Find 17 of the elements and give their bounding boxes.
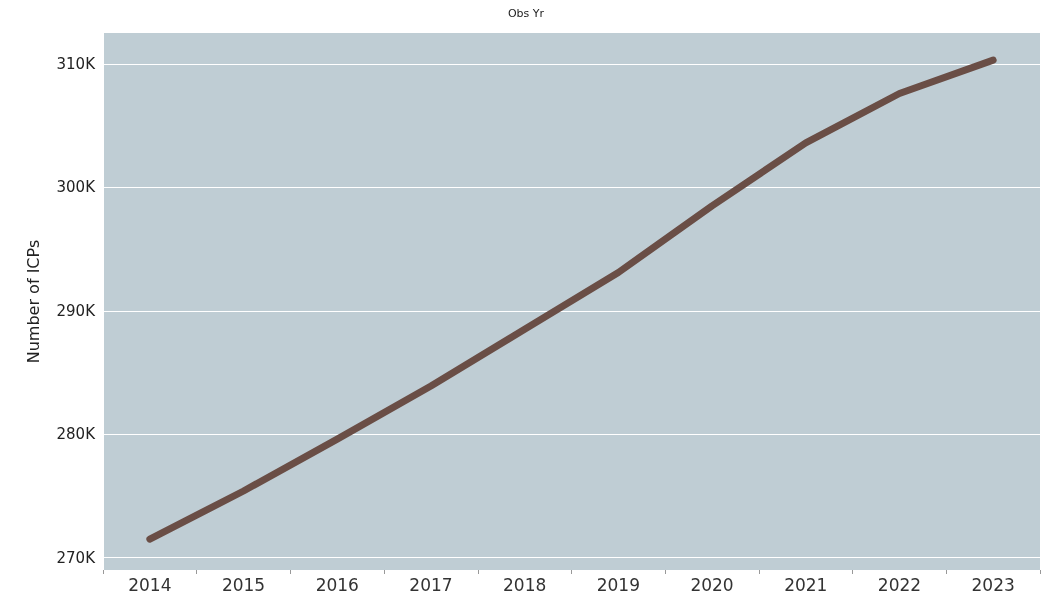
x-tick-label: 2017 bbox=[409, 574, 453, 595]
x-tick-label: 2022 bbox=[877, 574, 922, 595]
x-tick-label: 2016 bbox=[315, 574, 359, 595]
x-tick-label: 2018 bbox=[503, 574, 547, 595]
y-tick-label: 290K bbox=[56, 301, 97, 320]
x-tick-label: 2015 bbox=[221, 574, 266, 595]
y-tick-label: 300K bbox=[56, 178, 97, 197]
x-tick-label: 2023 bbox=[971, 574, 1015, 595]
x-tick-label: 2014 bbox=[128, 574, 172, 595]
x-tick-label: 2021 bbox=[784, 574, 828, 595]
x-tick-label: 2020 bbox=[690, 574, 734, 595]
y-axis-title: Number of ICPs bbox=[23, 239, 43, 364]
x-axis-title: Obs Yr bbox=[507, 7, 545, 20]
x-tick-label: 2019 bbox=[596, 574, 640, 595]
y-tick-label: 280K bbox=[56, 425, 97, 444]
y-tick-label: 310K bbox=[56, 54, 97, 73]
y-tick-label: 270K bbox=[56, 548, 97, 567]
